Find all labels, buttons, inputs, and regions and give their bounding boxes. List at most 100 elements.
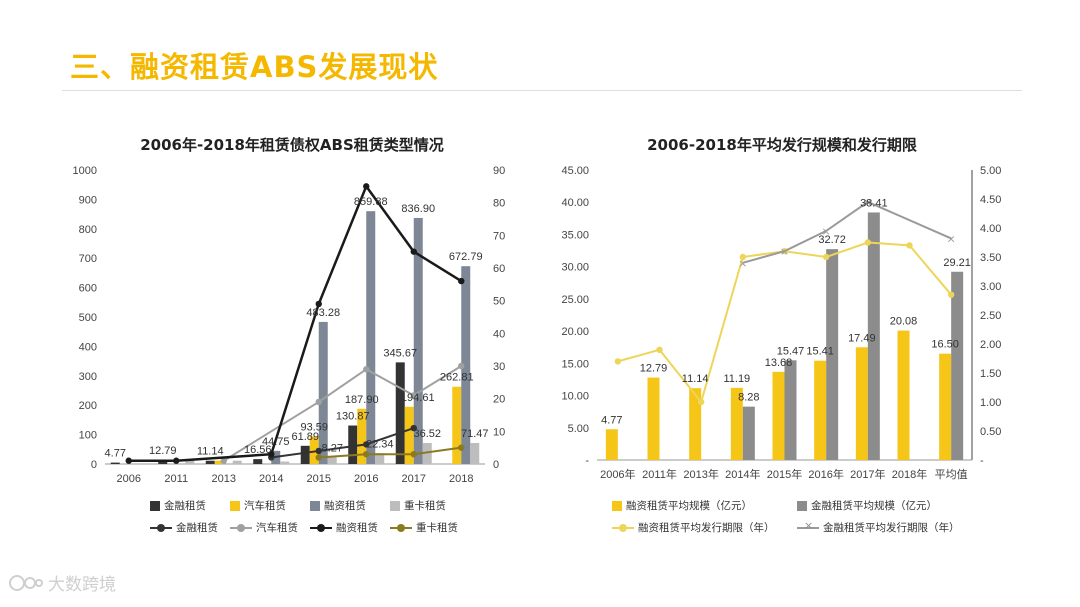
left-y-left-tick: 800: [79, 224, 97, 236]
left-y-left-tick: 100: [79, 430, 97, 442]
right-bar-label: 15.41: [806, 346, 834, 358]
right-bar-label: 20.08: [890, 316, 918, 328]
legend-label: 融资租赁平均发行期限（年）: [638, 522, 775, 534]
right-bar-0: [689, 388, 702, 460]
right-x-tick: 2018年: [892, 467, 927, 481]
right-bar-label: 11.19: [723, 373, 750, 385]
legend-bar-swatch: [150, 501, 160, 511]
left-y-right-tick: 80: [493, 198, 505, 210]
left-y-left-tick: 0: [91, 459, 97, 471]
legend-bar-swatch: [230, 501, 240, 511]
watermark-text: 大数跨境: [48, 575, 116, 595]
left-bar-label: 187.90: [345, 394, 379, 406]
right-line-point-0: [864, 239, 872, 246]
left-line-point-3: [363, 451, 370, 458]
left-bar-2: [318, 321, 328, 464]
right-y-left-tick: 15.00: [561, 358, 589, 370]
right-y-right-tick: 1.50: [980, 368, 1001, 380]
left-bar-3: [470, 442, 480, 464]
right-bar-1: [784, 360, 797, 460]
left-bar-label: 262.81: [440, 372, 474, 384]
right-bar-label: 16.50: [931, 339, 959, 351]
right-y-left-tick: 40.00: [561, 197, 589, 209]
right-bar-0: [772, 371, 785, 460]
left-bar-label: 61.89: [291, 431, 319, 443]
left-line-point-1: [220, 457, 227, 464]
right-bar-0: [939, 353, 952, 460]
legend-item: 汽车租赁: [230, 520, 298, 535]
left-line-point-0: [363, 441, 370, 448]
left-y-left-tick: 500: [79, 312, 97, 324]
left-chart-title: 2006年-2018年租赁债权ABS租赁类型情况: [140, 136, 444, 154]
left-line-point-0: [410, 424, 417, 432]
right-bar-label: 17.49: [848, 332, 876, 344]
right-y-left-tick: 10.00: [561, 391, 589, 403]
watermark: 大数跨境: [8, 570, 116, 595]
left-line-point-3: [458, 444, 465, 451]
legend-bar-swatch: [797, 501, 807, 511]
right-line-point-0: [656, 346, 663, 353]
right-bar-0: [897, 330, 910, 460]
left-bar-label: 130.87: [336, 411, 370, 423]
right-bar-label: 29.21: [943, 257, 971, 269]
brand-logo-icon: [9, 574, 43, 591]
right-x-tick: 2013年: [683, 467, 718, 481]
right-x-tick: 2006年: [600, 467, 635, 481]
left-bar-1: [357, 408, 367, 464]
legend-item: 汽车租赁: [230, 498, 286, 513]
right-y-left-tick: 35.00: [561, 229, 589, 241]
legend-line-swatch: [797, 519, 819, 529]
legend-line-swatch: [150, 524, 172, 532]
left-bar-label: 36.52: [413, 428, 441, 440]
left-bar-1: [404, 406, 414, 464]
right-line-point-1: ×: [863, 196, 872, 209]
left-bar-label: 44.75: [262, 436, 290, 448]
left-bar-label: 483.28: [306, 307, 340, 319]
left-y-right-tick: 0: [493, 459, 499, 471]
right-line-point-0: [947, 291, 955, 298]
legend-item: 金融租赁: [150, 498, 206, 513]
legend-item: 融资租赁平均规模（亿元）: [612, 498, 752, 513]
left-bar-3: [185, 460, 195, 464]
left-x-tick: 2011: [164, 473, 188, 485]
left-bar-label: 12.79: [149, 445, 177, 457]
left-line-point-0: [315, 447, 322, 455]
right-y-left-tick: 30.00: [561, 262, 589, 274]
left-bar-label: 71.47: [461, 428, 489, 440]
left-line-point-2: [173, 457, 180, 464]
left-bar-label: 672.79: [449, 251, 483, 263]
right-bar-label: 11.14: [682, 373, 709, 385]
right-y-right-tick: -: [980, 455, 984, 467]
right-bar-0: [605, 429, 618, 460]
left-x-tick: 2018: [449, 473, 473, 485]
slide-title: 三、融资租赁ABS发展现状: [70, 50, 439, 84]
legend-label: 汽车租赁: [244, 500, 286, 512]
left-bar-1: [214, 460, 224, 464]
left-bar-label: 16.56: [244, 444, 272, 456]
left-x-tick: 2015: [307, 473, 331, 485]
left-line-point-1: [363, 366, 370, 373]
right-y-left-tick: -: [585, 455, 589, 467]
legend-label: 重卡租赁: [416, 522, 458, 534]
right-bar-label: 8.28: [738, 392, 759, 404]
right-y-right-tick: 4.00: [980, 223, 1001, 235]
right-chart-title: 2006-2018年平均发行规模和发行期限: [647, 136, 917, 154]
left-y-right-tick: 90: [493, 165, 505, 177]
right-bar-1: [951, 271, 964, 460]
legend-item: 融资租赁平均发行期限（年）: [612, 520, 775, 535]
legend-label: 重卡租赁: [404, 500, 446, 512]
right-y-right-tick: 4.50: [980, 194, 1001, 206]
left-line-point-1: [410, 392, 417, 399]
left-y-right-tick: 60: [493, 263, 505, 275]
left-bar-label: 859.88: [354, 196, 388, 208]
left-line-point-2: [458, 277, 465, 285]
right-line-point-0: [614, 358, 622, 365]
right-y-right-tick: 0.50: [980, 426, 1001, 438]
legend-bar-swatch: [612, 501, 622, 511]
legend-item: 重卡租赁: [390, 520, 458, 535]
left-y-left-tick: 200: [79, 400, 97, 412]
right-line-point-0: [697, 398, 705, 406]
left-bar-0: [395, 362, 405, 464]
left-bar-0: [158, 460, 168, 464]
